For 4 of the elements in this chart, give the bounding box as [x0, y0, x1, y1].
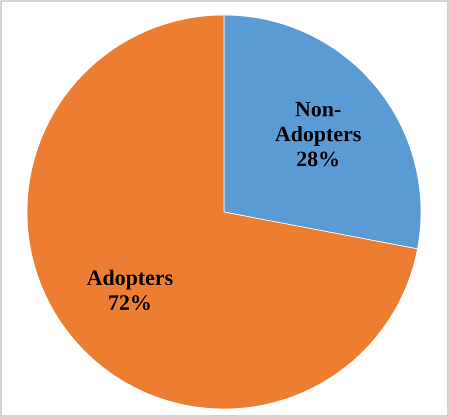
data-label: 28% — [297, 152, 338, 166]
slice-label: Adopters — [86, 270, 173, 290]
data-label: 72% — [109, 295, 150, 310]
slice-label: Non-Adopters — [275, 102, 361, 146]
